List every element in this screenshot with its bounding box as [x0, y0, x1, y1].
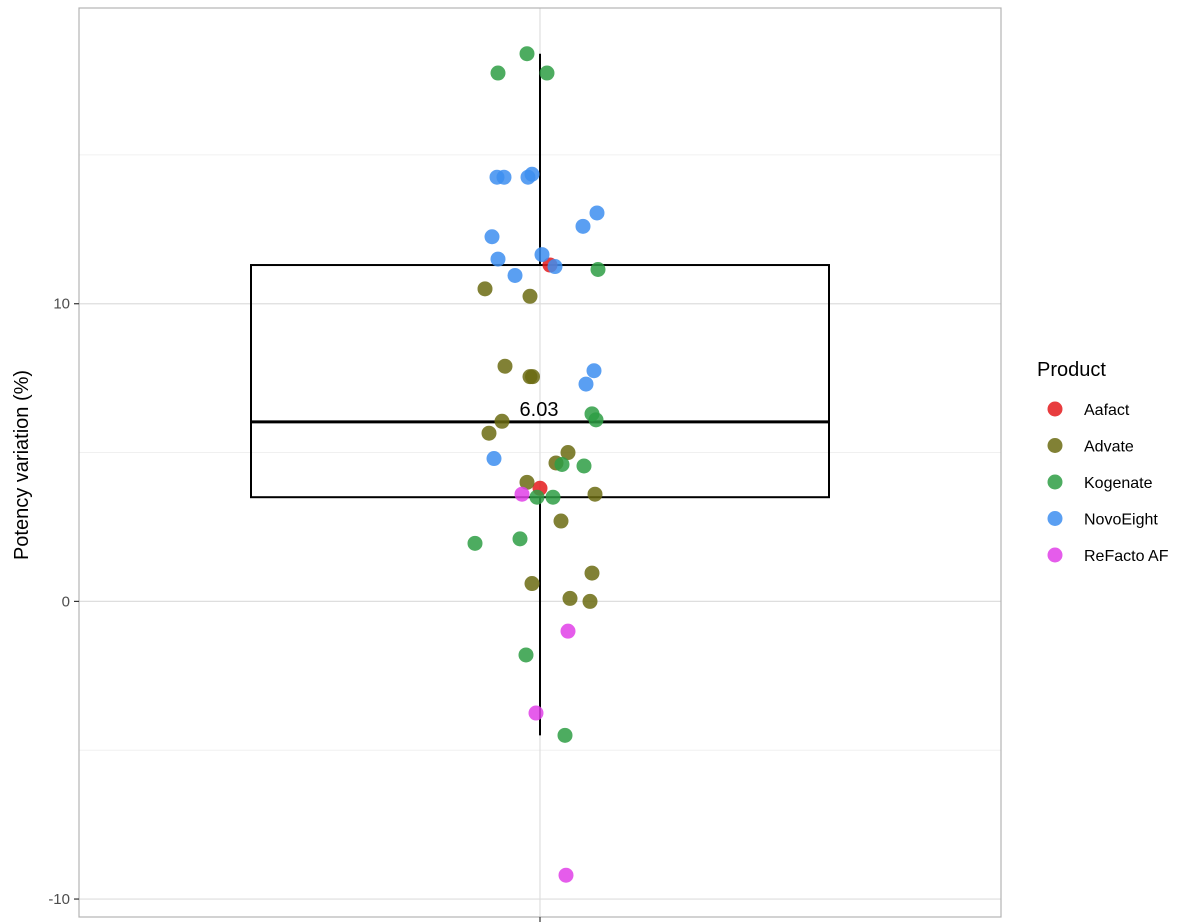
data-point — [590, 261, 606, 277]
data-point — [484, 229, 500, 245]
legend-key — [1047, 401, 1063, 417]
data-point — [587, 486, 603, 502]
data-point — [558, 867, 574, 883]
data-point — [560, 445, 576, 461]
data-point — [534, 247, 550, 263]
legend-key — [1047, 474, 1063, 490]
data-point — [490, 65, 506, 81]
data-point — [582, 593, 598, 609]
data-point — [497, 358, 513, 374]
series-novoeight — [484, 166, 605, 467]
data-point — [576, 458, 592, 474]
legend-label: Aafact — [1084, 402, 1130, 419]
data-point — [514, 486, 530, 502]
data-point — [496, 169, 512, 185]
data-point — [539, 65, 555, 81]
data-point — [545, 489, 561, 505]
series-advate — [477, 281, 603, 609]
y-tick-label: 0 — [62, 593, 70, 610]
y-tick-label: 10 — [53, 296, 70, 313]
data-point — [557, 727, 573, 743]
data-point — [467, 535, 483, 551]
data-point — [589, 205, 605, 221]
data-point — [524, 166, 540, 182]
legend-key — [1047, 438, 1063, 453]
data-point — [524, 576, 540, 592]
data-point — [588, 412, 604, 428]
data-point — [547, 259, 563, 275]
data-point — [575, 218, 591, 234]
data-point — [490, 251, 506, 267]
legend-label: Kogenate — [1084, 475, 1153, 492]
median-value-label: 6.03 — [520, 399, 559, 421]
data-point — [507, 267, 523, 283]
data-point — [481, 425, 497, 441]
data-point — [522, 288, 538, 304]
data-point — [519, 474, 535, 490]
legend: Product Aafact Advate Kogenate NovoEight ReF… — [1037, 359, 1169, 565]
legend-label: Advate — [1084, 439, 1134, 456]
legend-key — [1047, 547, 1063, 563]
legend-label: ReFacto AF — [1084, 548, 1169, 565]
legend-title: Product — [1037, 359, 1106, 381]
data-point — [518, 647, 534, 663]
data-point — [494, 413, 510, 429]
data-point — [560, 623, 576, 639]
data-point — [554, 456, 570, 472]
data-point — [477, 281, 493, 297]
legend-key — [1047, 511, 1063, 526]
data-point — [586, 363, 602, 379]
series-kogenate — [467, 46, 606, 743]
y-axis-title: Potency variation (%) — [11, 370, 33, 560]
y-tick-label: -10 — [48, 891, 70, 908]
data-point — [584, 565, 600, 581]
data-point — [553, 513, 569, 529]
data-points — [467, 46, 606, 883]
data-point — [519, 46, 535, 62]
data-point — [525, 369, 540, 385]
data-point — [512, 531, 528, 547]
legend-label: NovoEight — [1084, 512, 1158, 529]
data-point — [562, 590, 578, 606]
y-axis: -10 0 10 — [48, 296, 541, 922]
series-refacto-af — [514, 486, 576, 883]
data-point — [486, 451, 502, 467]
data-point — [578, 376, 594, 392]
data-point — [529, 489, 545, 505]
data-point — [528, 705, 544, 721]
